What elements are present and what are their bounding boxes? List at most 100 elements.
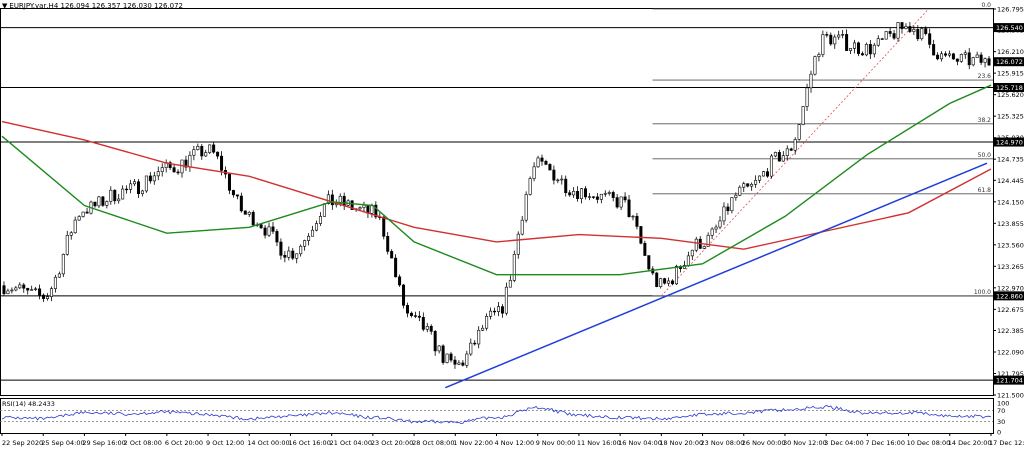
candle-body [876, 38, 880, 46]
triangle-down-icon[interactable]: ▼ [2, 2, 8, 10]
x-tick-label: 1 Nov 22:00 [453, 439, 493, 447]
candle-body [504, 286, 508, 314]
x-tick-label: 14 Dec 20:00 [948, 439, 992, 447]
candle-body [912, 29, 916, 32]
candle-body [338, 195, 342, 204]
candle-body [133, 181, 137, 185]
candle-body [833, 36, 837, 45]
candle-body [690, 249, 694, 257]
candle-body [671, 280, 675, 285]
rsi-line[interactable] [1, 405, 992, 425]
candle-body [172, 167, 176, 173]
y-tick-label: 123.265 [997, 263, 1024, 271]
candle-body [49, 288, 53, 297]
level-price-tag [994, 291, 1024, 301]
candle-body [722, 206, 726, 222]
blue-trendline[interactable] [445, 162, 988, 389]
x-tick-label: 28 Oct 08:00 [412, 439, 454, 447]
candle-body [200, 146, 204, 157]
y-tick-label: 122.090 [997, 348, 1024, 356]
candle-body [144, 175, 148, 192]
candle-body [489, 310, 493, 317]
candle-body [14, 287, 18, 291]
current-price-label: 126.072 [996, 58, 1023, 66]
candle-body [299, 245, 303, 255]
candle-body [959, 54, 963, 62]
candle-body [34, 288, 38, 290]
candle-body [295, 253, 299, 259]
candle-body [884, 31, 888, 40]
x-tick-label: 2 Oct 08:00 [124, 439, 162, 447]
candle-body [251, 211, 255, 226]
candle-body [821, 34, 825, 55]
candle-body [742, 183, 746, 188]
candle-body [947, 53, 951, 56]
x-tick-label: 3 Dec 04:00 [824, 439, 864, 447]
candle-body [674, 265, 678, 285]
y-tick-label: 125.325 [997, 113, 1024, 121]
candle-body [963, 52, 967, 55]
candle-body [473, 342, 477, 345]
x-tick-label: 30 Nov 12:00 [783, 439, 827, 447]
x-tick-label: 23 Nov 08:00 [701, 439, 745, 447]
candle-body [647, 255, 651, 270]
candle-body [97, 196, 101, 207]
rsi-y-tick-label: 30 [997, 418, 1005, 426]
x-tick-label: 16 Oct 16:00 [288, 439, 330, 447]
candle-body [140, 190, 144, 194]
candle-body [904, 26, 908, 30]
candle-body [564, 178, 568, 194]
candle-body [686, 255, 690, 266]
candle-body [136, 181, 140, 194]
candle-body [837, 34, 841, 38]
y-tick-label: 126.795 [997, 6, 1024, 14]
x-tick-label: 6 Oct 20:00 [165, 439, 203, 447]
candle-body [10, 289, 14, 292]
slow-moving-average-line[interactable] [1, 120, 992, 250]
y-tick-label: 125.620 [997, 91, 1024, 99]
candle-body [208, 144, 212, 153]
candle-body [619, 196, 623, 208]
candle-body [928, 33, 932, 45]
x-tick-label: 25 Sep 04:00 [41, 439, 84, 447]
candle-body [318, 216, 322, 224]
candle-body [758, 175, 762, 181]
candle-body [508, 280, 512, 288]
candle-body [18, 284, 22, 289]
candle-body [726, 206, 730, 212]
candle-body [204, 152, 208, 157]
candle-body [30, 289, 34, 291]
candle-body [528, 178, 532, 195]
candle-body [825, 34, 829, 36]
candle-body [951, 53, 955, 60]
candle-body [777, 152, 781, 162]
candle-body [176, 171, 180, 174]
candle-body [386, 235, 390, 252]
y-tick-label: 123.855 [997, 220, 1024, 228]
candle-body [853, 42, 857, 49]
candle-body [932, 44, 936, 56]
candlestick-series[interactable] [2, 22, 991, 369]
candle-body [580, 188, 584, 199]
candle-body [841, 34, 845, 36]
fast-moving-average-line[interactable] [1, 84, 992, 276]
current-price-tag [994, 57, 1024, 67]
candle-body [465, 353, 469, 366]
candle-body [485, 316, 489, 329]
candle-body [315, 223, 319, 231]
candle-body [192, 149, 196, 156]
candle-body [765, 171, 769, 177]
candle-body [413, 315, 417, 317]
candle-body [714, 226, 718, 230]
y-tick-label: 121.500 [997, 392, 1024, 400]
level-price-label: 122.860 [996, 292, 1023, 300]
candle-body [437, 345, 441, 352]
candle-body [892, 33, 896, 39]
candle-body [496, 306, 500, 312]
candle-body [417, 315, 421, 318]
candle-body [326, 194, 330, 204]
candle-body [85, 211, 89, 214]
candle-body [920, 28, 924, 40]
rsi-y-tick-label: 0 [997, 429, 1001, 437]
